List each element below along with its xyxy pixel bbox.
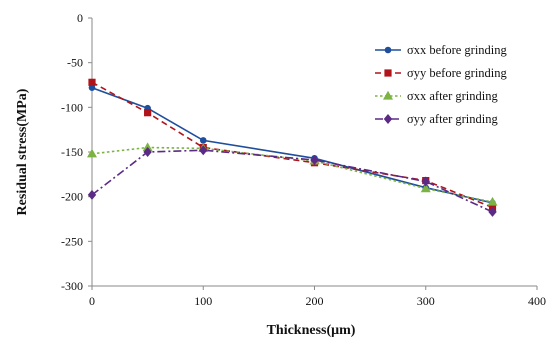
series-4-point <box>199 145 208 156</box>
y-axis-title: Residual stress(MPa) <box>15 88 30 215</box>
series-2-point <box>144 109 152 117</box>
series-4-point <box>488 206 497 217</box>
series-2-point <box>88 78 96 86</box>
legend-marker-2 <box>384 69 392 77</box>
series-3-point <box>487 196 498 206</box>
legend-marker-4 <box>383 114 393 124</box>
series-4-point <box>310 155 319 166</box>
x-tick-label: 300 <box>417 294 435 308</box>
x-tick-label: 0 <box>89 294 95 308</box>
series-3-point <box>420 183 431 193</box>
series-3-point <box>142 142 153 152</box>
series-4-point <box>87 189 97 200</box>
series-line-4 <box>91 149 493 213</box>
legend: σxx before grinding σyy before grinding σx… <box>375 43 508 126</box>
series-1-point <box>88 84 96 91</box>
y-tick-label: -300 <box>61 279 83 293</box>
legend-label-3: σxx after grinding <box>407 89 498 103</box>
series-4-point <box>421 176 430 187</box>
series-lines <box>91 81 493 213</box>
axes: 0 -50 -100 -150 -200 -250 -300 0 100 200 300 400 <box>61 11 546 308</box>
series-line-3 <box>91 146 493 203</box>
series-4-point <box>143 147 152 157</box>
series-line-1 <box>91 86 493 204</box>
legend-label-2: σyy before grinding <box>407 66 508 80</box>
y-tick-label: 0 <box>77 11 83 25</box>
x-tick-label: 400 <box>528 294 546 308</box>
y-tick-label: -250 <box>61 234 83 248</box>
legend-label-1: σxx before grinding <box>407 43 508 57</box>
y-tick-label: -200 <box>61 190 83 204</box>
series-1-point <box>199 137 207 144</box>
y-tick-label: -50 <box>67 56 83 70</box>
legend-marker-1 <box>384 46 392 54</box>
x-tick-label: 100 <box>194 294 212 308</box>
y-tick-label: -150 <box>61 145 83 159</box>
series-markers <box>87 78 498 217</box>
x-tick-label: 200 <box>306 294 324 308</box>
legend-label-4: σyy after grinding <box>407 112 498 126</box>
legend-marker-3 <box>383 90 393 100</box>
y-tick-label: -100 <box>61 100 83 114</box>
x-axis-title: Thickness(μm) <box>267 323 356 338</box>
series-3-point <box>87 148 97 158</box>
